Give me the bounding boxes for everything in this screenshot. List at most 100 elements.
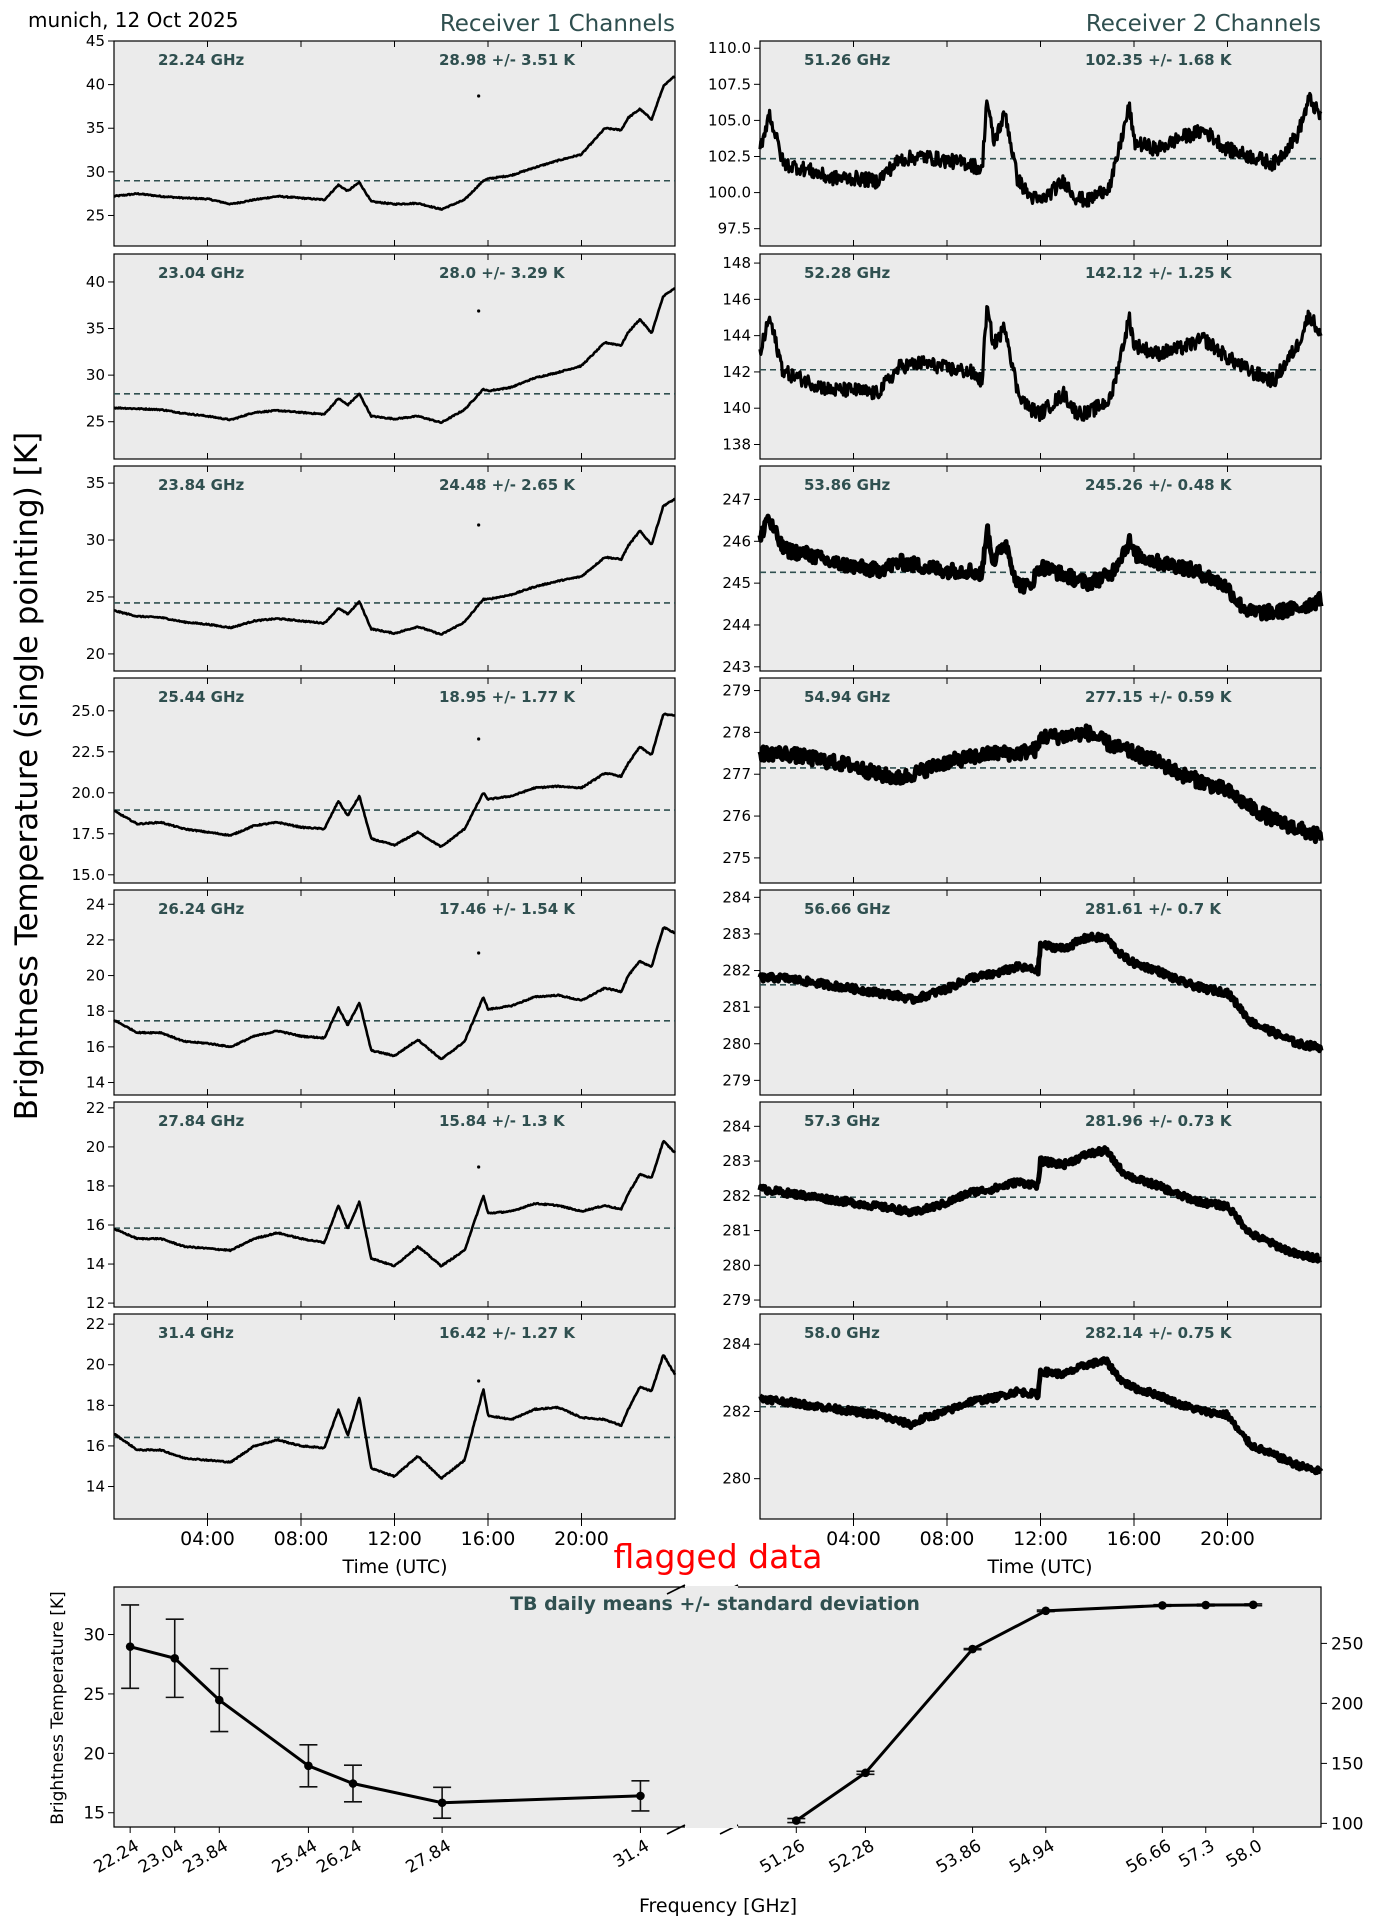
panel-51-26-ghz: 97.5 100.0 102.5 105.0 107.5 110.0 51.26 GHz 10… xyxy=(708,39,1323,247)
mean-std-label: 277.15 +/- 0.59 K xyxy=(1085,688,1233,706)
panel-23-84-ghz: 20 25 30 35 23.84 GHz 24.48 +/- 2.65 K xyxy=(86,465,676,672)
mean-point xyxy=(1158,1601,1167,1610)
y-tick-label: 20 xyxy=(86,1138,105,1156)
summary-x-tick-label: 27.84 xyxy=(402,1836,454,1878)
y-tick-label: 40 xyxy=(86,76,105,94)
mean-point xyxy=(304,1761,313,1771)
y-tick-label: 12 xyxy=(86,1294,105,1312)
mean-std-label: 17.46 +/- 1.54 K xyxy=(439,900,576,918)
summary-x-tick-label: 57.3 xyxy=(1175,1836,1218,1872)
y-tick-label: 284 xyxy=(722,888,751,906)
y-tick-label: 35 xyxy=(86,119,105,137)
flagged-data-label: flagged data xyxy=(614,1537,823,1576)
y-tick-label: 25.0 xyxy=(72,702,105,720)
mean-point xyxy=(170,1653,180,1663)
y-tick-label: 20 xyxy=(86,967,105,985)
frequency-label: 54.94 GHz xyxy=(804,688,891,706)
y-tick-label: 283 xyxy=(722,1152,751,1170)
y-tick-label: 22 xyxy=(86,1315,105,1333)
y-tick-label: 277 xyxy=(722,765,751,783)
frequency-label: 22.24 GHz xyxy=(158,51,245,69)
mean-std-label: 245.26 +/- 0.48 K xyxy=(1085,476,1233,494)
mean-std-label: 28.0 +/- 3.29 K xyxy=(439,264,566,282)
mean-std-label: 281.96 +/- 0.73 K xyxy=(1085,1112,1233,1130)
mean-std-label: 142.12 +/- 1.25 K xyxy=(1085,264,1233,282)
y-tick-label: 20.0 xyxy=(72,784,105,802)
frequency-label: 58.0 GHz xyxy=(804,1324,880,1342)
mean-std-label: 16.42 +/- 1.27 K xyxy=(439,1324,576,1342)
frequency-label: 53.86 GHz xyxy=(804,476,891,494)
mean-point xyxy=(1248,1600,1258,1610)
panel-frame xyxy=(113,1101,676,1308)
summary-y-tick-label: 250 xyxy=(1331,1634,1363,1654)
mean-std-label: 28.98 +/- 3.51 K xyxy=(439,51,576,69)
y-tick-label: 283 xyxy=(722,925,751,943)
y-tick-label: 25 xyxy=(86,413,105,431)
y-tick-label: 16 xyxy=(86,1216,105,1234)
frequency-label: 51.26 GHz xyxy=(804,51,891,69)
y-tick-label: 45 xyxy=(86,32,105,50)
y-tick-label: 107.5 xyxy=(708,75,751,93)
summary-x-tick-label: 23.84 xyxy=(180,1836,232,1878)
receiver1-title: Receiver 1 Channels xyxy=(440,11,675,37)
mean-point xyxy=(968,1644,977,1654)
panel-frame xyxy=(113,889,676,1096)
y-tick-label: 30 xyxy=(86,366,105,384)
panel-56-66-ghz: 279 280 281 282 283 284 56.66 GHz 281.61 +/- 0.… xyxy=(722,888,1324,1096)
y-tick-label: 281 xyxy=(722,998,751,1016)
outlier-point xyxy=(477,94,481,98)
mean-point xyxy=(348,1779,358,1788)
y-tick-label: 146 xyxy=(722,290,751,308)
y-tick-label: 244 xyxy=(722,616,751,634)
data-trace xyxy=(758,91,1323,208)
y-tick-label: 282 xyxy=(722,1402,751,1420)
y-tick-label: 138 xyxy=(722,435,751,453)
panel-31-4-ghz: 14 16 18 20 22 04:00 08:00 12:00 16:00 20:00 31.4 … xyxy=(86,1313,677,1550)
left-axis-frame xyxy=(113,1586,685,1828)
y-tick-label: 280 xyxy=(722,1256,751,1274)
y-tick-label: 284 xyxy=(722,1117,751,1135)
frequency-label: 23.84 GHz xyxy=(158,476,245,494)
y-tick-label: 247 xyxy=(722,490,751,508)
summary-y-tick-label: 200 xyxy=(1331,1694,1363,1714)
y-tick-label: 22 xyxy=(86,931,105,949)
y-tick-label: 282 xyxy=(722,1187,751,1205)
mean-std-label: 281.61 +/- 0.7 K xyxy=(1085,900,1222,918)
summary-x-tick-label: 23.04 xyxy=(135,1836,187,1878)
panel-57-3-ghz: 279 280 281 282 283 284 57.3 GHz 281.96 +/- 0.7… xyxy=(722,1101,1323,1309)
frequency-label: 31.4 GHz xyxy=(158,1324,234,1342)
mean-point xyxy=(1041,1606,1051,1616)
mean-std-label: 18.95 +/- 1.77 K xyxy=(439,688,576,706)
data-trace xyxy=(113,926,676,1061)
frequency-label: 27.84 GHz xyxy=(158,1112,245,1130)
y-tick-label: 275 xyxy=(722,849,751,867)
y-tick-label: 279 xyxy=(722,1291,751,1309)
panel-58-0-ghz: 280 282 284 04:00 08:00 12:00 16:00 20:00 58.0 G… xyxy=(722,1313,1324,1550)
frequency-label: 52.28 GHz xyxy=(804,264,891,282)
mean-point xyxy=(861,1768,870,1778)
summary-y-tick-label: 25 xyxy=(83,1685,105,1705)
summary-y-tick-label: 150 xyxy=(1331,1754,1363,1774)
mean-point xyxy=(125,1642,135,1651)
panel-frame xyxy=(113,253,676,460)
receiver2-x-axis-label: Time (UTC) xyxy=(986,1556,1092,1578)
receiver1-x-axis-label: Time (UTC) xyxy=(341,1556,447,1578)
x-tick-label: 12:00 xyxy=(367,1528,422,1550)
panel-frame xyxy=(759,889,1322,1096)
y-tick-label: 18 xyxy=(86,1396,105,1414)
summary-y-tick-label: 15 xyxy=(83,1804,105,1824)
y-tick-label: 280 xyxy=(722,1035,751,1053)
y-tick-label: 246 xyxy=(722,532,751,550)
y-tick-label: 110.0 xyxy=(708,39,751,57)
data-trace xyxy=(757,931,1324,1054)
data-trace xyxy=(113,1354,677,1480)
summary-x-tick-label: 53.86 xyxy=(933,1836,985,1878)
mean-std-label: 15.84 +/- 1.3 K xyxy=(439,1112,566,1130)
axis-break-mark xyxy=(666,1584,686,1595)
panel-27-84-ghz: 12 14 16 18 20 22 27.84 GHz 15.84 +/- 1.3 K xyxy=(86,1099,677,1312)
y-tick-label: 281 xyxy=(722,1222,751,1240)
outlier-point xyxy=(477,737,481,741)
mean-point xyxy=(792,1816,801,1825)
summary-y-tick-label: 30 xyxy=(83,1626,105,1646)
